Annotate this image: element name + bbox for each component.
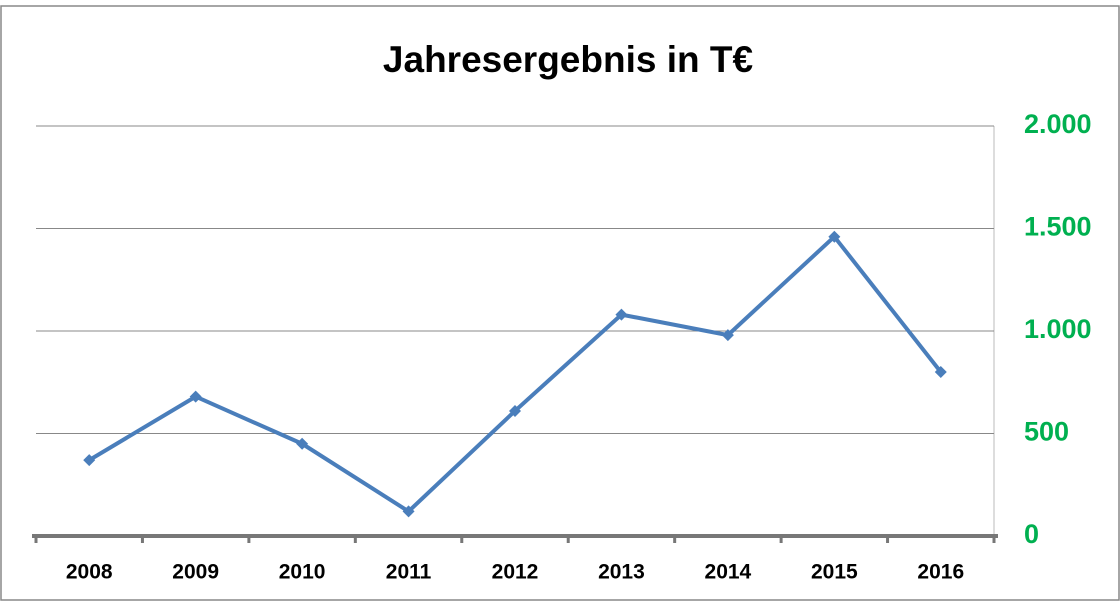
x-tick-label: 2009 xyxy=(172,561,219,584)
y-tick-label: 0 xyxy=(1024,519,1039,549)
y-tick-label: 500 xyxy=(1024,417,1069,447)
x-tick-label: 2010 xyxy=(279,561,326,584)
y-tick-label: 2.000 xyxy=(1024,109,1092,139)
x-tick-label: 2008 xyxy=(66,561,113,584)
marker xyxy=(402,505,415,518)
x-tick-label: 2016 xyxy=(917,561,964,584)
x-tick-label: 2012 xyxy=(492,561,539,584)
y-tick-label: 1.500 xyxy=(1024,212,1092,242)
marker xyxy=(509,404,521,417)
marker xyxy=(828,230,841,243)
marker xyxy=(615,308,628,321)
x-tick-label: 2011 xyxy=(386,561,432,584)
marker xyxy=(721,329,734,342)
chart-border xyxy=(0,5,1120,601)
x-tick-label: 2013 xyxy=(598,561,645,584)
marker xyxy=(83,454,96,467)
marker xyxy=(296,437,309,450)
x-tick-label: 2014 xyxy=(705,561,752,584)
y-tick-label: 1.000 xyxy=(1024,314,1092,344)
x-tick-label: 2015 xyxy=(811,561,858,584)
marker xyxy=(934,366,947,378)
chart-title: Jahresergebnis in T€ xyxy=(383,39,753,80)
marker xyxy=(189,390,202,403)
